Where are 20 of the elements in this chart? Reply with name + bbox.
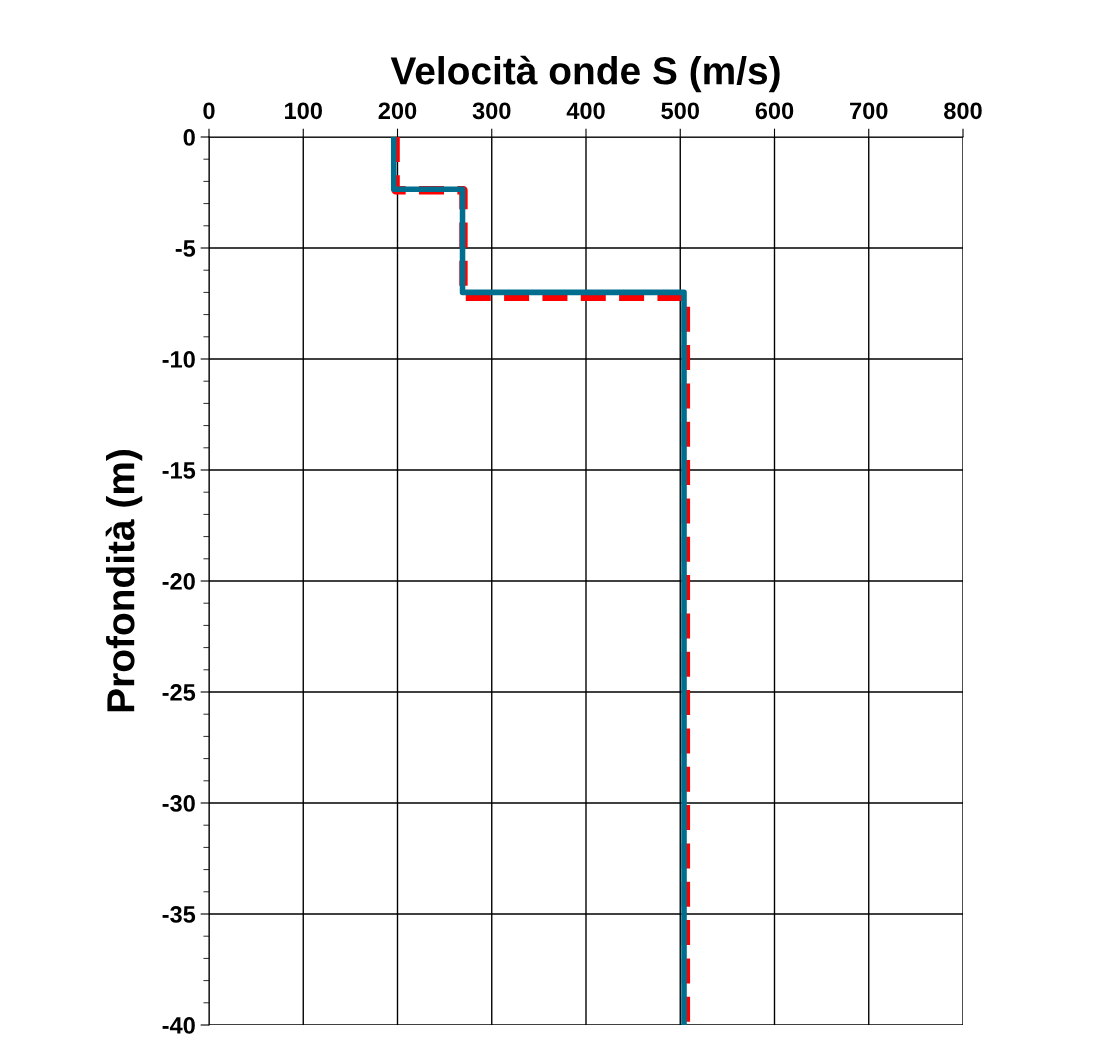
x-tick-label: 100 (285, 102, 322, 120)
x-tick-label: 400 (566, 102, 605, 120)
y-tick-label: -25 (162, 684, 196, 701)
x-tick-label: 500 (661, 102, 699, 120)
y-axis-title: Profondità (m) (105, 450, 143, 712)
y-tick-label: -5 (175, 240, 196, 257)
x-tick-label: 300 (472, 102, 511, 120)
y-tick-label: -20 (162, 573, 195, 590)
y-tick-label: -10 (162, 351, 195, 368)
y-tick-label: -15 (162, 462, 196, 479)
x-tick-label: 600 (755, 102, 794, 120)
y-tick-label: -35 (162, 906, 196, 923)
y-tick-label: -40 (162, 1017, 195, 1034)
y-tick-label: 0 (183, 129, 195, 146)
chart-title: Velocità onde S (m/s) (390, 55, 780, 93)
x-tick-label: 200 (378, 102, 417, 120)
x-tick-label: 800 (944, 102, 982, 120)
x-tick-label: 700 (850, 102, 888, 120)
x-tick-label: 0 (203, 102, 215, 120)
y-tick-label: -30 (162, 795, 195, 812)
